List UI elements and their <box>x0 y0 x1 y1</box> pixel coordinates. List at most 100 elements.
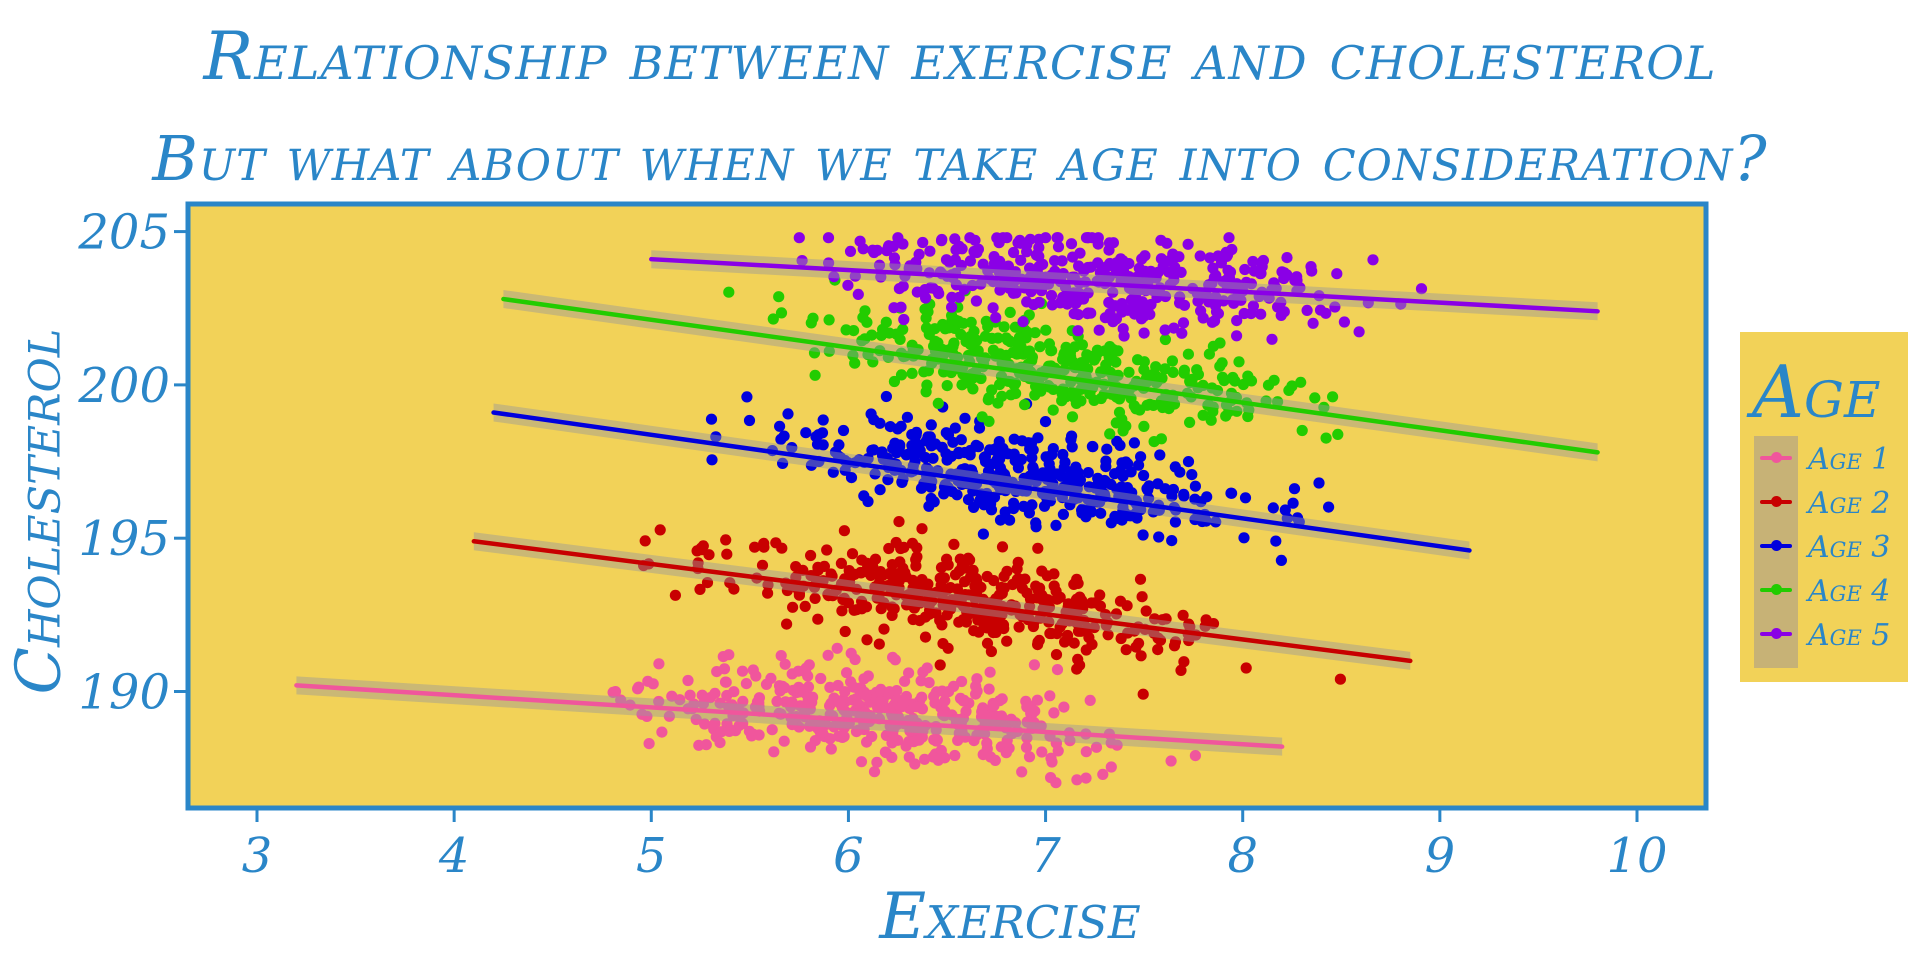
data-point-age-5 <box>892 232 904 244</box>
data-point-age-5 <box>897 280 909 292</box>
x-tick-label: 5 <box>636 828 667 884</box>
data-point-age-3 <box>1004 514 1016 526</box>
data-point-age-5 <box>1133 262 1145 274</box>
data-point-age-2 <box>981 637 994 650</box>
data-point-age-1 <box>1071 774 1083 786</box>
data-point-age-4 <box>972 345 984 357</box>
data-point-age-4 <box>1110 356 1122 368</box>
series-age-5 <box>793 232 1428 345</box>
data-point-age-1 <box>891 685 903 697</box>
data-point-age-4 <box>1243 404 1255 416</box>
data-point-age-2 <box>776 542 788 554</box>
data-point-age-2 <box>934 659 946 671</box>
data-point-age-1 <box>839 686 851 698</box>
data-point-age-2 <box>959 576 971 588</box>
legend-item-age-3: Age 3 <box>1754 524 1904 568</box>
data-point-age-5 <box>932 285 944 297</box>
data-point-age-4 <box>979 330 992 342</box>
data-point-age-5 <box>822 232 835 244</box>
data-point-age-3 <box>1038 500 1051 512</box>
data-point-age-3 <box>1143 480 1155 492</box>
data-point-age-2 <box>919 611 932 623</box>
data-point-age-3 <box>817 439 829 451</box>
data-point-age-1 <box>1016 766 1028 778</box>
data-point-age-3 <box>705 413 718 425</box>
data-point-age-5 <box>1035 285 1048 297</box>
data-point-age-2 <box>799 600 811 613</box>
data-point-age-5 <box>1194 250 1206 262</box>
data-point-age-2 <box>877 569 889 581</box>
data-point-age-5 <box>1074 247 1086 259</box>
legend-label-age-4: Age 4 <box>1808 574 1891 609</box>
data-point-age-4 <box>957 317 969 329</box>
data-point-age-3 <box>874 417 886 429</box>
data-point-age-1 <box>959 731 971 743</box>
data-point-age-4 <box>1104 341 1116 353</box>
data-point-age-4 <box>808 347 821 359</box>
data-point-age-1 <box>957 695 969 707</box>
data-point-age-3 <box>1287 497 1299 509</box>
data-point-age-5 <box>1021 296 1033 308</box>
data-point-age-4 <box>1134 404 1146 416</box>
data-point-age-4 <box>1120 420 1132 432</box>
data-point-age-1 <box>911 701 923 713</box>
data-point-age-5 <box>924 245 936 257</box>
data-point-age-5 <box>1025 286 1037 298</box>
data-point-age-2 <box>758 541 770 553</box>
data-point-age-4 <box>1019 399 1031 411</box>
data-point-age-1 <box>747 664 759 676</box>
data-point-age-3 <box>1137 529 1149 541</box>
data-point-age-5 <box>1209 300 1222 312</box>
data-point-age-5 <box>1137 298 1149 310</box>
data-point-age-5 <box>1301 304 1313 316</box>
data-point-age-3 <box>991 446 1004 458</box>
legend: Age Age 1 Age 2 Age 3 Age 4 Age 5 <box>1740 332 1908 682</box>
data-point-age-4 <box>888 375 901 388</box>
data-point-age-1 <box>804 741 817 753</box>
data-point-age-5 <box>1367 254 1379 266</box>
data-point-age-1 <box>728 686 740 698</box>
data-point-age-5 <box>895 301 907 313</box>
data-point-age-5 <box>1204 252 1216 264</box>
data-point-age-4 <box>1159 363 1171 375</box>
data-point-age-1 <box>841 667 853 679</box>
data-point-age-2 <box>942 642 954 654</box>
data-point-age-1 <box>1048 707 1060 719</box>
data-point-age-1 <box>1028 659 1040 671</box>
data-point-age-4 <box>1023 345 1035 357</box>
data-point-age-5 <box>997 232 1009 244</box>
data-point-age-2 <box>873 638 885 650</box>
fit-line-age-2 <box>471 539 1413 664</box>
data-point-age-5 <box>1033 233 1045 245</box>
data-point-age-5 <box>842 279 854 291</box>
data-point-age-4 <box>1064 347 1076 359</box>
data-point-age-2 <box>1099 609 1112 621</box>
data-point-age-3 <box>1101 443 1113 455</box>
data-point-age-2 <box>1200 614 1212 626</box>
data-point-age-4 <box>1202 399 1214 411</box>
data-point-age-4 <box>921 379 933 391</box>
data-point-age-3 <box>1064 499 1076 511</box>
data-point-age-5 <box>1136 253 1148 265</box>
data-point-age-1 <box>996 693 1008 705</box>
data-point-age-3 <box>925 419 937 431</box>
data-point-age-5 <box>1223 232 1235 244</box>
data-point-age-1 <box>787 684 799 696</box>
data-point-age-2 <box>1168 640 1181 652</box>
data-point-age-5 <box>1012 237 1024 249</box>
data-point-age-1 <box>939 752 951 764</box>
data-point-age-1 <box>1080 746 1092 758</box>
data-point-age-2 <box>1007 578 1019 591</box>
data-point-age-2 <box>1062 629 1074 642</box>
data-point-age-5 <box>1138 327 1150 339</box>
data-point-age-5 <box>1305 261 1317 273</box>
data-point-age-3 <box>845 472 858 484</box>
data-point-age-4 <box>773 291 785 303</box>
data-point-age-5 <box>1146 266 1158 279</box>
data-point-age-1 <box>938 710 951 722</box>
data-point-age-3 <box>907 443 919 455</box>
data-point-age-4 <box>847 349 859 361</box>
data-point-age-2 <box>1137 688 1149 700</box>
data-point-age-2 <box>1177 609 1189 621</box>
data-point-age-1 <box>871 756 883 768</box>
